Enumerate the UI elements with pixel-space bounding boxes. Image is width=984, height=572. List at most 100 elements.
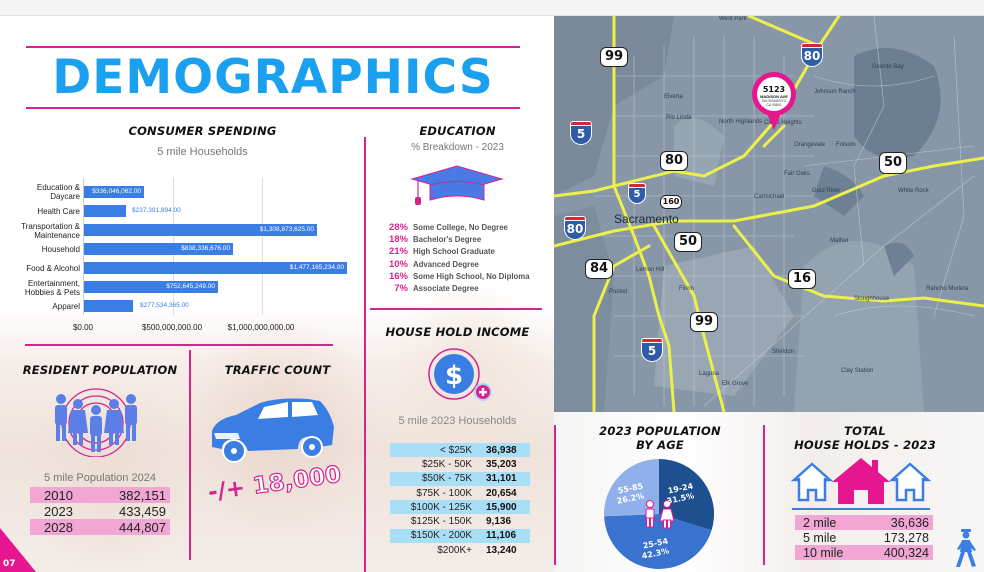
- education-row: 16% Some High School, No Diploma: [388, 270, 530, 282]
- map-label: Sloughhouse: [854, 296, 890, 302]
- chart-bar: $838,336,676.00: [84, 243, 233, 255]
- chart-bar-label: $237,391,894.00: [132, 207, 181, 214]
- map-label: Sheldon: [772, 349, 795, 355]
- population-age-heading: 2023 POPULATION BY AGE: [599, 424, 721, 452]
- chart-bar: $1,308,873,625.00: [84, 224, 317, 236]
- map-label: Fair Oaks: [784, 171, 811, 177]
- pin-state-zip: CA 95841: [766, 103, 782, 107]
- location-pin[interactable]: 5123 MADISON AVE SACRAMENTO CA 95841: [752, 72, 796, 132]
- chart-category: Health Care: [37, 207, 80, 216]
- map-label: Florin: [679, 286, 695, 292]
- map-label: White Rock: [898, 188, 929, 194]
- divider-vertical-mid: [364, 137, 366, 572]
- education-row: 28% Some College, No Degree: [388, 221, 508, 233]
- chart-category: Education & Daycare: [36, 183, 80, 201]
- chart-category: Household: [41, 245, 80, 254]
- highway-shield-160: 160: [660, 195, 682, 209]
- household-income-table: < $25K 36,938 $25K - 50K 35,203 $50K - 75K…: [390, 443, 530, 557]
- chart-category: Entertainment, Hobbies & Pets: [24, 279, 80, 297]
- population-age-pie-chart: 19-24 31.5% 25-54 42.3% 55-85 26.2%: [604, 459, 715, 569]
- resident-population-table: 2010 382,151 2023 433,459 2028 444,807: [30, 487, 170, 535]
- chart-bar-label: $277,534,365.00: [140, 302, 189, 309]
- map-label: Clay Station: [841, 368, 874, 374]
- map-label: Pocket: [609, 289, 628, 295]
- consumer-spending-subheading: 5 mile Households: [157, 146, 248, 158]
- x-tick: $0.00: [72, 323, 94, 332]
- interstate-shield-80: 80: [564, 216, 586, 240]
- chart-category: Transportation & Maintenance: [21, 222, 80, 240]
- highway-shield-80: 80: [660, 151, 688, 171]
- pin-street: MADISON AVE: [760, 94, 788, 99]
- resident-population-heading: RESIDENT POPULATION: [22, 363, 178, 377]
- title-rule-top: [26, 46, 520, 48]
- households-row: 10 mile 400,324: [795, 545, 933, 560]
- income-row: $125K - 150K 9,136: [410, 516, 512, 528]
- highway-shield-99: 99: [690, 312, 718, 332]
- consumer-spending-chart: Education & Daycare Health Care Transpor…: [20, 178, 360, 338]
- chart-category: Apparel: [52, 302, 80, 311]
- map-label: Laguna: [699, 371, 720, 377]
- map-label: West Park: [719, 16, 747, 22]
- map-label: Orangevale: [794, 142, 826, 148]
- map-label: Lemon Hill: [636, 267, 665, 273]
- map-label: Rio Linda: [666, 115, 692, 121]
- income-row: < $25K 36,938: [390, 443, 530, 458]
- page-number-tab: [0, 528, 36, 572]
- highway-shield-99: 99: [600, 47, 628, 67]
- page-number: 07: [3, 559, 16, 569]
- resident-population-subheading: 5 mile Population 2024: [44, 472, 156, 484]
- walking-person-icon: [954, 528, 978, 568]
- divider-age-households: [763, 425, 765, 565]
- dollar-plus-icon: $: [428, 347, 494, 403]
- car-icon: [208, 393, 338, 465]
- location-map[interactable]: Sacramento Rio Linda Elverta North Highl…: [554, 16, 984, 412]
- svg-text:$: $: [445, 361, 463, 391]
- chart-bar: $752,645,249.00: [84, 281, 218, 293]
- divider-spending-bottom: [25, 344, 333, 346]
- chart-bar: [84, 300, 133, 312]
- traffic-count-heading: TRAFFIC COUNT: [224, 363, 331, 377]
- total-households-heading: TOTAL HOUSE HOLDS - 2023: [794, 424, 936, 452]
- chart-bar: [84, 205, 126, 217]
- map-label: Sacramento: [614, 212, 679, 226]
- education-row: 7% Associate Degree: [394, 283, 479, 295]
- population-row: 2023 433,459: [44, 503, 166, 519]
- x-tick: $1,000,000,000.00: [227, 323, 295, 332]
- chart-bar: $336,046,062.00: [84, 186, 144, 198]
- population-row: 2010 382,151: [30, 487, 170, 503]
- map-label: Elk Grove: [722, 381, 749, 387]
- highway-shield-84: 84: [585, 259, 613, 279]
- chart-category: Food & Alcohol: [26, 264, 80, 273]
- income-row: $150K - 200K 11,106: [390, 528, 530, 544]
- highway-shield-50: 50: [879, 152, 907, 174]
- income-row: $200K+ 13,240: [437, 544, 517, 556]
- divider-pop-traffic: [189, 350, 191, 560]
- interstate-shield-5: 5: [641, 338, 663, 362]
- interstate-shield-5: 5: [570, 121, 592, 145]
- total-households-table: 2 mile 36,636 5 mile 173,278 10 mile 400,32…: [795, 515, 933, 560]
- graduation-cap-icon: [408, 164, 506, 210]
- interstate-shield-80: 80: [801, 43, 823, 67]
- education-row: 21% High School Graduate: [388, 246, 495, 258]
- x-tick: $500,000,000.00: [141, 323, 203, 332]
- map-label: Gold River: [812, 188, 841, 194]
- education-row: 10% Advanced Degree: [388, 258, 479, 270]
- education-list: 28% Some College, No Degree 18% Bachelor's…: [380, 221, 555, 295]
- chart-bar: $1,477,165,234.00: [84, 262, 347, 274]
- map-label: Johnson Ranch: [814, 89, 856, 95]
- title-rule-bottom: [26, 107, 520, 109]
- households-row: 5 mile 173,278: [803, 530, 929, 545]
- divider-left-age: [554, 425, 556, 565]
- page-title: DEMOGRAPHICS: [52, 50, 494, 105]
- pin-number: 5123: [762, 85, 786, 94]
- map-label: Elverta: [664, 94, 683, 100]
- map-label: Carmichael: [754, 194, 785, 200]
- interstate-shield-5: 5: [628, 183, 646, 204]
- income-row: $50K - 75K 31,101: [390, 471, 530, 486]
- income-row: $75K - 100K 20,654: [416, 487, 517, 499]
- map-label: Mather: [830, 238, 849, 244]
- people-group-icon: [48, 385, 144, 458]
- highway-shield-16: 16: [788, 269, 816, 289]
- highway-shield-50: 50: [674, 232, 702, 252]
- divider-edu-income: [370, 308, 542, 310]
